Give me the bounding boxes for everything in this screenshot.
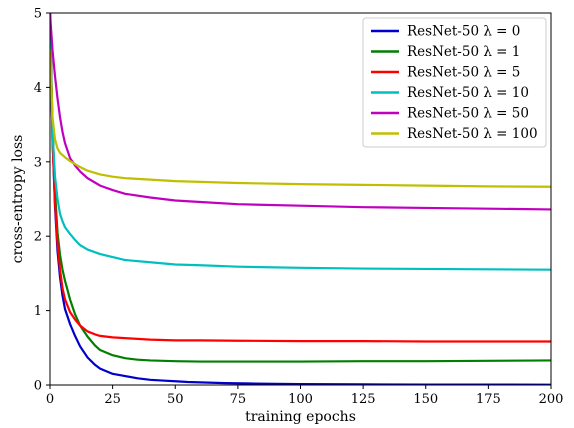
x-axis-label: training epochs bbox=[245, 409, 356, 425]
legend-entry: ResNet-50 λ = 1 bbox=[407, 44, 520, 60]
x-tick-label: 0 bbox=[46, 392, 54, 407]
series-line-1 bbox=[50, 13, 551, 363]
legend-entry: ResNet-50 λ = 100 bbox=[407, 126, 538, 142]
x-tick-label: 100 bbox=[288, 392, 313, 407]
legend-box bbox=[362, 17, 547, 148]
series-line-2 bbox=[50, 13, 551, 343]
x-tick-label: 75 bbox=[230, 392, 247, 407]
x-tick-label: 50 bbox=[167, 392, 184, 407]
y-tick-label: 4 bbox=[34, 81, 42, 96]
legend-entry: ResNet-50 λ = 10 bbox=[407, 85, 529, 101]
y-axis-ticks: 0 1 2 3 4 5 bbox=[34, 7, 50, 394]
y-tick-label: 1 bbox=[34, 304, 42, 319]
y-tick-label: 0 bbox=[34, 379, 42, 394]
legend-entry: ResNet-50 λ = 5 bbox=[407, 65, 520, 81]
series-layer bbox=[50, 13, 551, 385]
series-line-4 bbox=[50, 13, 551, 211]
series-line-3 bbox=[50, 26, 551, 271]
series-line-5 bbox=[50, 49, 551, 188]
x-tick-label: 125 bbox=[351, 392, 376, 407]
legend: ResNet-50 λ = 0 ResNet-50 λ = 1 ResNet-50 … bbox=[362, 17, 547, 148]
x-tick-label: 200 bbox=[539, 392, 564, 407]
x-tick-label: 175 bbox=[476, 392, 501, 407]
y-tick-label: 5 bbox=[34, 7, 42, 22]
x-tick-label: 25 bbox=[104, 392, 121, 407]
legend-entry: ResNet-50 λ = 50 bbox=[407, 106, 529, 122]
y-tick-label: 3 bbox=[34, 155, 42, 170]
legend-entry: ResNet-50 λ = 0 bbox=[407, 24, 520, 40]
y-tick-label: 2 bbox=[34, 230, 42, 245]
x-tick-label: 150 bbox=[413, 392, 438, 407]
y-axis-label: cross-entropy loss bbox=[10, 135, 26, 264]
x-axis-ticks: 0 25 50 75 100 125 150 175 200 bbox=[46, 385, 564, 407]
